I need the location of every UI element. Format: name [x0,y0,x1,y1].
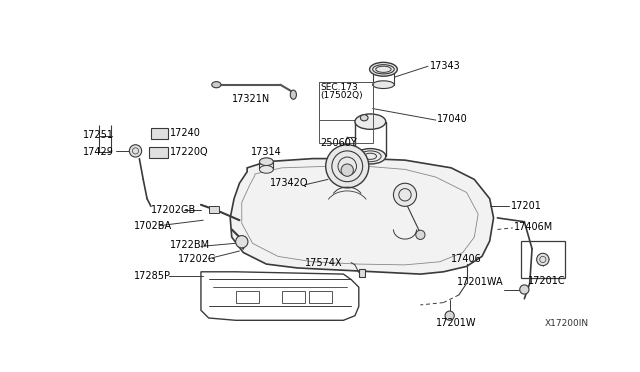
Circle shape [537,253,549,266]
Circle shape [520,285,529,294]
Polygon shape [230,158,493,274]
Circle shape [416,230,425,240]
Text: 17406M: 17406M [515,222,554,232]
Ellipse shape [291,90,296,99]
Ellipse shape [360,115,368,121]
Text: 1702BA: 1702BA [134,221,172,231]
Bar [319,81,372,120]
Text: 17342Q: 17342Q [270,178,308,188]
Bar [149,147,168,158]
Bar [308,291,332,302]
Circle shape [236,235,248,248]
Text: (17502Q): (17502Q) [320,91,363,100]
Text: 17220Q: 17220Q [170,147,209,157]
Bar [209,206,220,212]
Ellipse shape [369,62,397,76]
Text: 17285P: 17285P [134,271,171,280]
Ellipse shape [259,166,273,173]
Text: 17343: 17343 [429,61,460,71]
Text: 25060Y: 25060Y [320,138,357,148]
Text: 17240: 17240 [170,128,201,138]
Circle shape [341,164,353,176]
Text: 17574X: 17574X [305,257,342,267]
Text: SEC.173: SEC.173 [320,83,358,92]
Text: 17202GB: 17202GB [151,205,196,215]
Ellipse shape [259,158,273,166]
Text: 17201: 17201 [511,201,541,211]
Bar [319,81,372,143]
Text: 17040: 17040 [437,113,468,124]
Text: 17201C: 17201C [528,276,566,286]
Text: 17314: 17314 [251,147,282,157]
Text: 17251: 17251 [83,131,114,141]
Bar [151,128,168,139]
Circle shape [129,145,141,157]
Text: 17201W: 17201W [436,318,476,328]
Ellipse shape [355,148,386,164]
Bar [236,291,259,302]
Text: X17200IN: X17200IN [545,319,589,328]
Text: 17201WA: 17201WA [457,277,504,287]
Bar [359,269,365,277]
Ellipse shape [355,114,386,129]
Bar [282,291,305,302]
Bar [520,241,565,278]
Circle shape [445,311,454,320]
Text: 17406: 17406 [451,254,482,264]
Text: 17202G: 17202G [178,254,216,264]
Circle shape [394,183,417,206]
Text: 17321N: 17321N [232,93,270,103]
Ellipse shape [212,81,221,88]
Ellipse shape [372,81,394,89]
Text: 17429: 17429 [83,147,114,157]
Circle shape [326,145,369,188]
Text: 1722BM: 1722BM [170,240,211,250]
